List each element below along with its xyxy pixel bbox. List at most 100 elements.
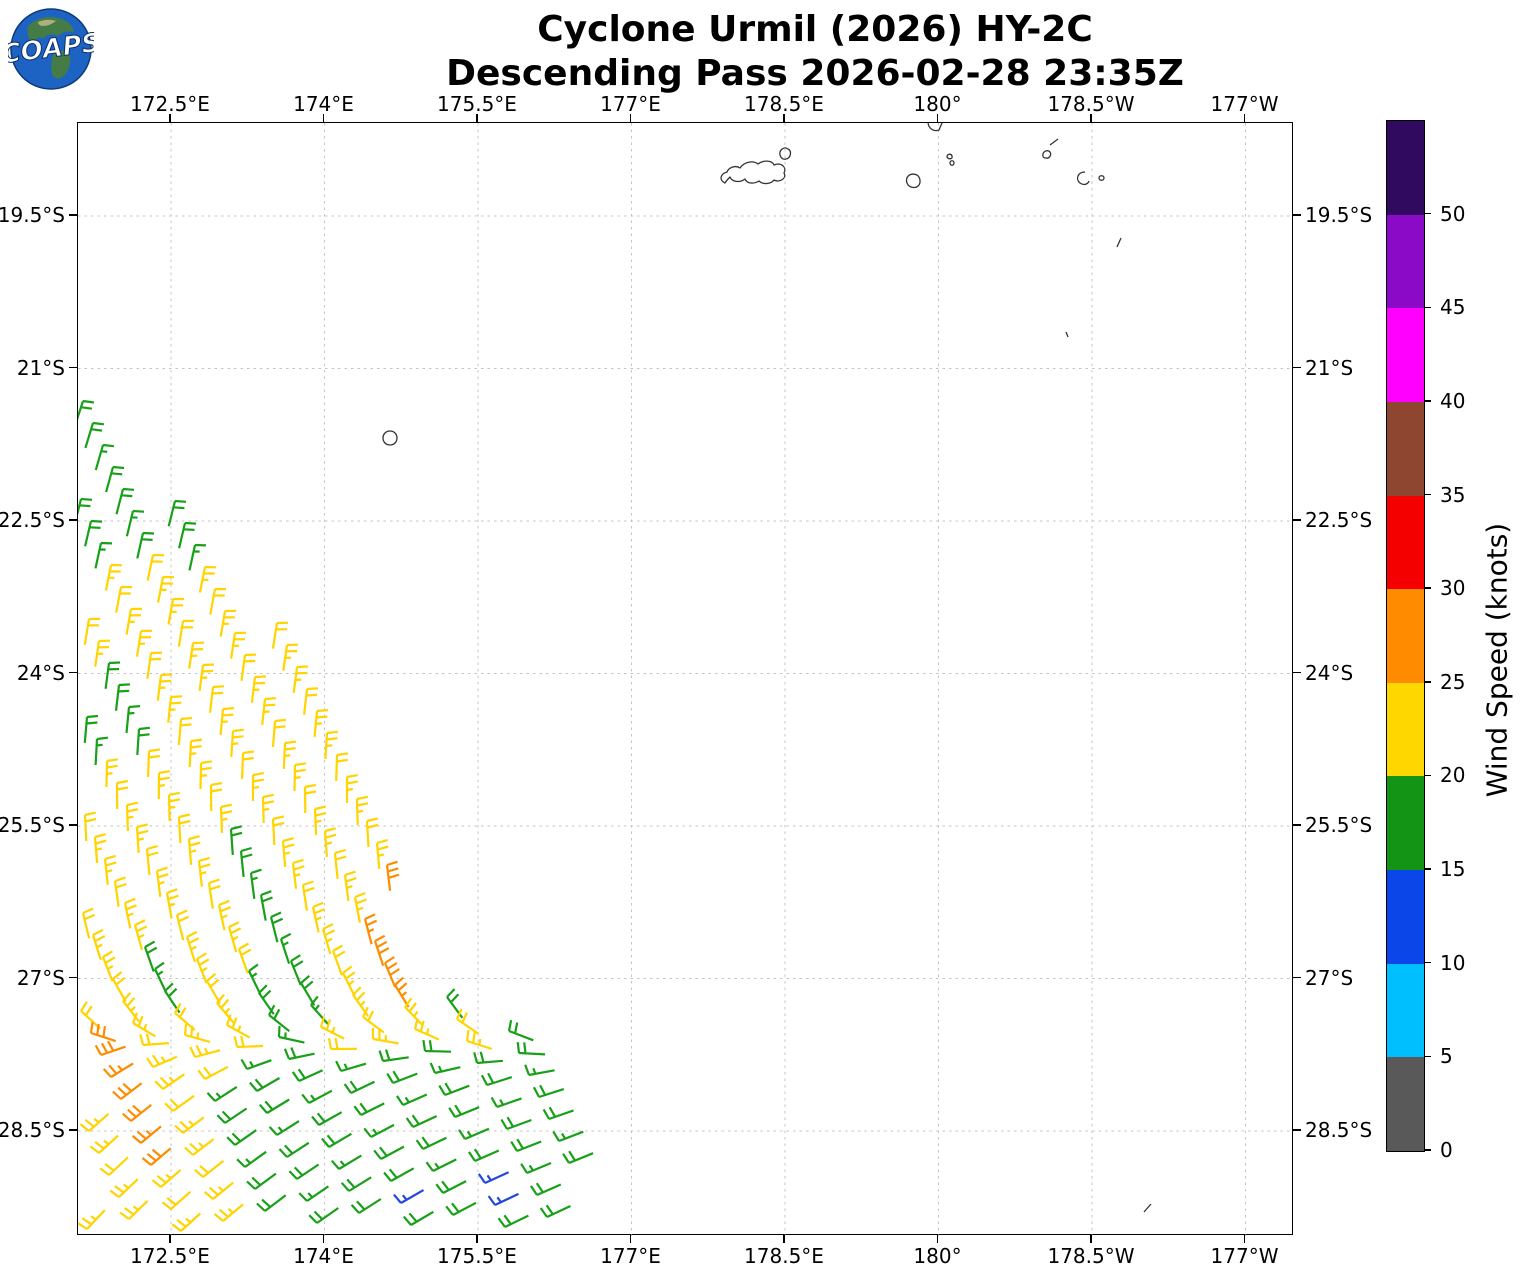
y-tick-mark <box>69 976 77 979</box>
wind-barb <box>402 1210 434 1226</box>
wind-barb <box>371 1027 399 1045</box>
wind-barb <box>188 543 207 571</box>
x-tick-label-bottom: 175.5°E <box>437 1244 517 1268</box>
y-tick-mark <box>1293 671 1301 674</box>
wind-barb <box>174 1116 205 1134</box>
wind-barb <box>216 993 235 1024</box>
wind-barb <box>233 1035 264 1049</box>
islet <box>1076 171 1090 186</box>
wind-barb <box>83 617 101 645</box>
wind-barb <box>507 1019 534 1042</box>
wind-barb <box>125 801 139 832</box>
y-tick-mark <box>69 1129 77 1131</box>
wind-barb <box>227 921 242 953</box>
wind-barb <box>500 1116 532 1131</box>
wind-barb <box>277 1025 305 1044</box>
wind-barb <box>281 837 295 867</box>
colorbar <box>1386 120 1425 1152</box>
wind-barb <box>269 911 284 943</box>
wind-barb <box>393 1189 425 1204</box>
wind-barb <box>187 835 201 865</box>
wind-barb <box>133 919 148 951</box>
wind-barb <box>480 1072 513 1087</box>
x-tick-label-top: 174°E <box>293 92 354 116</box>
wind-barb <box>175 909 190 941</box>
wind-barb <box>313 709 329 738</box>
wind-barb <box>268 1120 300 1136</box>
colorbar-tick-mark <box>1424 400 1431 402</box>
islet <box>1116 237 1122 248</box>
x-tick-mark <box>169 114 171 122</box>
wind-barb <box>342 965 356 997</box>
wind-barb <box>78 497 93 516</box>
wind-barb <box>78 399 95 421</box>
wind-barb <box>249 868 262 899</box>
wind-barb <box>271 718 287 747</box>
x-tick-mark <box>1090 1235 1092 1243</box>
wind-barb <box>122 992 140 1023</box>
x-tick-mark <box>936 114 939 122</box>
wind-barb <box>164 1094 195 1112</box>
wind-barb <box>194 1160 225 1178</box>
title-line-1: Cyclone Urmil (2026) HY-2C <box>537 9 1093 50</box>
wind-barb <box>246 1172 277 1190</box>
wind-barb <box>271 621 289 649</box>
islet <box>779 147 792 160</box>
wind-barb <box>343 1080 375 1094</box>
colorbar-band-10-15 <box>1387 870 1424 964</box>
y-tick-mark <box>69 214 77 216</box>
wind-barb <box>115 779 129 810</box>
wind-barb <box>141 1147 172 1166</box>
wind-barb <box>136 531 155 559</box>
wind-barb <box>219 609 237 637</box>
wind-barb <box>203 1181 234 1200</box>
wind-barb <box>167 597 184 625</box>
wind-barb <box>167 695 183 723</box>
islet <box>927 123 943 132</box>
wind-barb <box>80 1001 101 1030</box>
wind-barb <box>532 1084 565 1099</box>
wind-barb <box>386 1070 418 1085</box>
wind-barb <box>145 845 159 876</box>
wind-barb <box>78 1209 106 1230</box>
wind-barb <box>206 1085 238 1102</box>
colorbar-tick-label: 0 <box>1440 1138 1453 1162</box>
wind-barb <box>271 815 285 846</box>
wind-barb <box>239 846 253 878</box>
wind-barb <box>219 803 233 834</box>
wind-barb <box>83 811 97 842</box>
x-tick-label-bottom: 178.5°E <box>744 1244 824 1268</box>
wind-barb <box>310 995 330 1026</box>
colorbar-band-5-10 <box>1387 963 1424 1058</box>
wind-barb <box>473 1051 503 1065</box>
wind-barb <box>240 1058 272 1071</box>
x-tick-label-bottom: 178.5°W <box>1047 1244 1135 1268</box>
wind-barb <box>562 1150 594 1165</box>
colorbar-tick-mark <box>1424 1055 1431 1058</box>
wind-barb <box>146 651 163 679</box>
wind-barb <box>425 1158 457 1172</box>
y-tick-mark <box>1293 976 1301 979</box>
colorbar-tick-label: 35 <box>1440 482 1466 507</box>
colorbar-band-35-40 <box>1387 401 1424 496</box>
wind-barb <box>340 1176 372 1192</box>
wind-barb <box>261 793 275 824</box>
wind-barb <box>151 1169 182 1188</box>
wind-barb <box>445 1201 477 1216</box>
wind-barb <box>552 1130 584 1143</box>
y-tick-mark <box>1293 1129 1301 1131</box>
wind-barb <box>375 839 389 869</box>
wind-barb <box>104 563 123 591</box>
wind-barb <box>91 928 106 961</box>
wind-barb <box>112 971 127 1003</box>
y-tick-mark <box>69 671 77 674</box>
wind-barb <box>125 607 143 635</box>
colorbar-band-15-20 <box>1387 776 1424 871</box>
colorbar-tick-label: 5 <box>1440 1044 1453 1069</box>
wind-barb <box>448 1104 480 1119</box>
wind-barb <box>249 1077 281 1092</box>
wind-barb <box>209 781 223 812</box>
wind-barb <box>161 1190 192 1210</box>
wind-barb <box>278 1141 310 1158</box>
islet <box>1143 1203 1152 1213</box>
